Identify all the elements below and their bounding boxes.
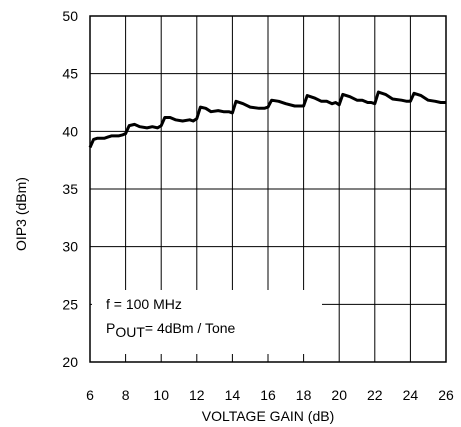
x-tick-label: 16 bbox=[260, 387, 276, 403]
annotation-pout-subscript: OUT bbox=[115, 324, 145, 340]
x-tick-label: 8 bbox=[122, 387, 130, 403]
x-tick-label: 6 bbox=[86, 387, 94, 403]
y-tick-label: 35 bbox=[62, 181, 78, 197]
x-tick-label: 26 bbox=[438, 387, 454, 403]
y-tick-label: 30 bbox=[62, 239, 78, 255]
annotation-pout: POUT= 4dBm / Tone bbox=[106, 320, 236, 340]
x-tick-labels: 6 8 10 12 14 16 18 20 22 24 26 bbox=[86, 387, 454, 403]
x-axis-title: VOLTAGE GAIN (dB) bbox=[202, 408, 335, 424]
x-tick-label: 20 bbox=[331, 387, 347, 403]
series-layer bbox=[88, 90, 446, 149]
y-tick-label: 20 bbox=[62, 354, 78, 370]
x-tick-label: 22 bbox=[367, 387, 383, 403]
x-tick-label: 18 bbox=[296, 387, 312, 403]
x-tick-label: 24 bbox=[403, 387, 419, 403]
x-tick-label: 14 bbox=[225, 387, 241, 403]
annotation-frequency: f = 100 MHz bbox=[106, 296, 182, 312]
y-axis-title: OIP3 (dBm) bbox=[13, 177, 29, 251]
y-tick-label: 40 bbox=[62, 123, 78, 139]
oip3-series-line bbox=[88, 90, 446, 149]
y-tick-label: 25 bbox=[62, 296, 78, 312]
y-tick-label: 50 bbox=[62, 8, 78, 24]
annotation-pout-prefix: P bbox=[106, 320, 115, 336]
x-tick-label: 10 bbox=[153, 387, 169, 403]
y-tick-labels: 20 25 30 35 40 45 50 bbox=[62, 8, 78, 370]
y-tick-label: 45 bbox=[62, 66, 78, 82]
annotation-box bbox=[92, 290, 322, 354]
annotation-pout-suffix: = 4dBm / Tone bbox=[145, 320, 236, 336]
plot-frame bbox=[89, 15, 447, 363]
x-tick-label: 12 bbox=[189, 387, 205, 403]
